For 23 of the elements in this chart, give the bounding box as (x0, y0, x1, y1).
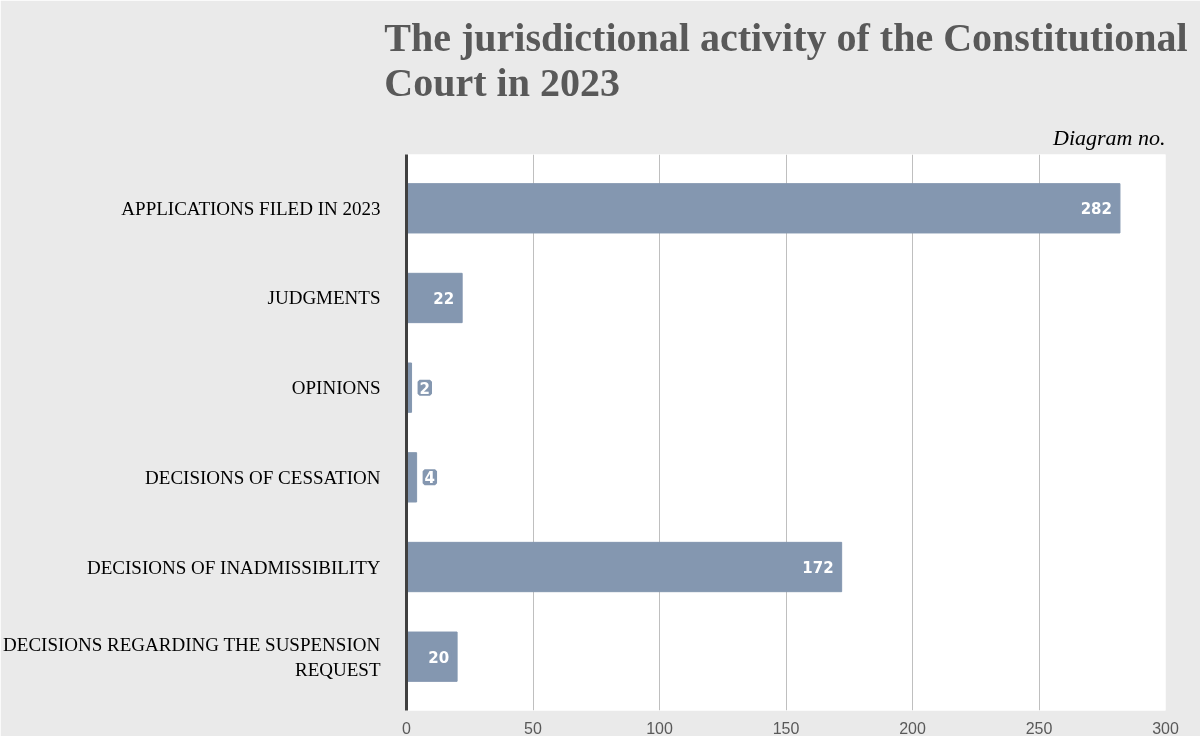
data-label: 2 (419, 379, 430, 398)
x-tick-label: 200 (899, 719, 926, 736)
data-label: 20 (428, 648, 450, 667)
x-tick-label: 150 (772, 719, 800, 736)
y-tick-label: DECISIONS OF INADMISSIBILITY (87, 556, 381, 578)
data-label: 172 (802, 559, 834, 578)
x-tick-label: 100 (646, 719, 673, 736)
y-tick-label: JUDGMENTS (267, 287, 381, 309)
text: Diagram no. (1052, 124, 1166, 150)
bar (406, 183, 1121, 234)
x-tick-label: 0 (402, 719, 412, 736)
bar (406, 541, 843, 593)
data-label: 4 (424, 469, 436, 488)
y-tick-label: DECISIONS REGARDING THE SUSPENSION REQUEST (3, 633, 381, 680)
y-tick-label: APPLICATIONS FILED IN 2023 (121, 197, 381, 219)
x-tick-label: 50 (524, 719, 542, 736)
data-label: 22 (433, 289, 455, 308)
chart-title: The jurisdictional activity of the Constitutional Court in 2023 (384, 15, 1188, 105)
x-tick-label: 300 (1152, 719, 1179, 736)
data-label: 282 (1080, 200, 1112, 219)
y-tick-label: DECISIONS OF CESSATION (145, 466, 381, 488)
x-tick-label: 250 (1025, 719, 1053, 736)
y-tick-label: OPINIONS (291, 377, 381, 399)
